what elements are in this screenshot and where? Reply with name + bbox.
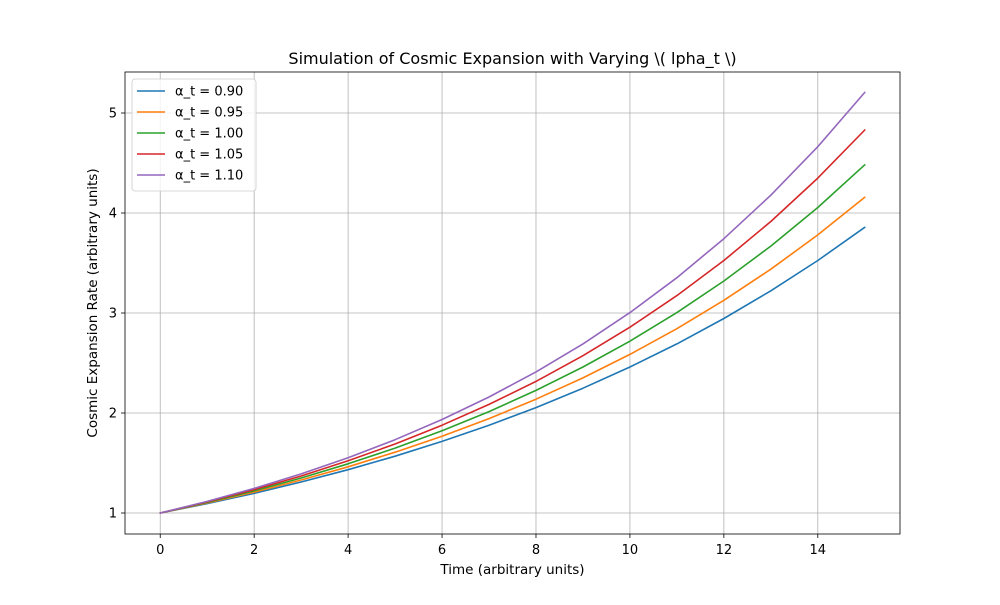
y-axis: 1 2 3 4 5 [109,107,125,522]
y-axis-label: Cosmic Expansion Rate (arbitrary units) [85,168,101,437]
x-axis: 0 2 4 6 8 10 12 14 [156,534,826,558]
x-axis-label: Time (arbitrary units) [439,562,584,578]
legend-label: α_t = 0.95 [175,106,243,121]
chart-title: Simulation of Cosmic Expansion with Vary… [288,49,736,69]
x-tick-label: 0 [156,543,164,558]
x-tick-label: 12 [716,543,733,558]
x-tick-label: 14 [810,543,827,558]
x-tick-label: 6 [438,543,446,558]
legend-label: α_t = 1.00 [175,127,243,142]
x-tick-label: 2 [250,543,258,558]
y-tick-label: 5 [109,107,117,122]
x-tick-label: 10 [622,543,639,558]
x-tick-label: 4 [344,543,352,558]
legend: α_t = 0.90 α_t = 0.95 α_t = 1.00 α_t = 1.05… [132,79,256,191]
legend-label: α_t = 0.90 [175,85,243,100]
legend-label: α_t = 1.10 [175,169,243,184]
y-tick-label: 1 [109,507,117,522]
y-tick-label: 2 [109,407,117,422]
y-tick-label: 4 [109,207,117,222]
x-tick-label: 8 [532,543,540,558]
legend-label: α_t = 1.05 [175,148,243,163]
y-tick-label: 3 [109,307,117,322]
